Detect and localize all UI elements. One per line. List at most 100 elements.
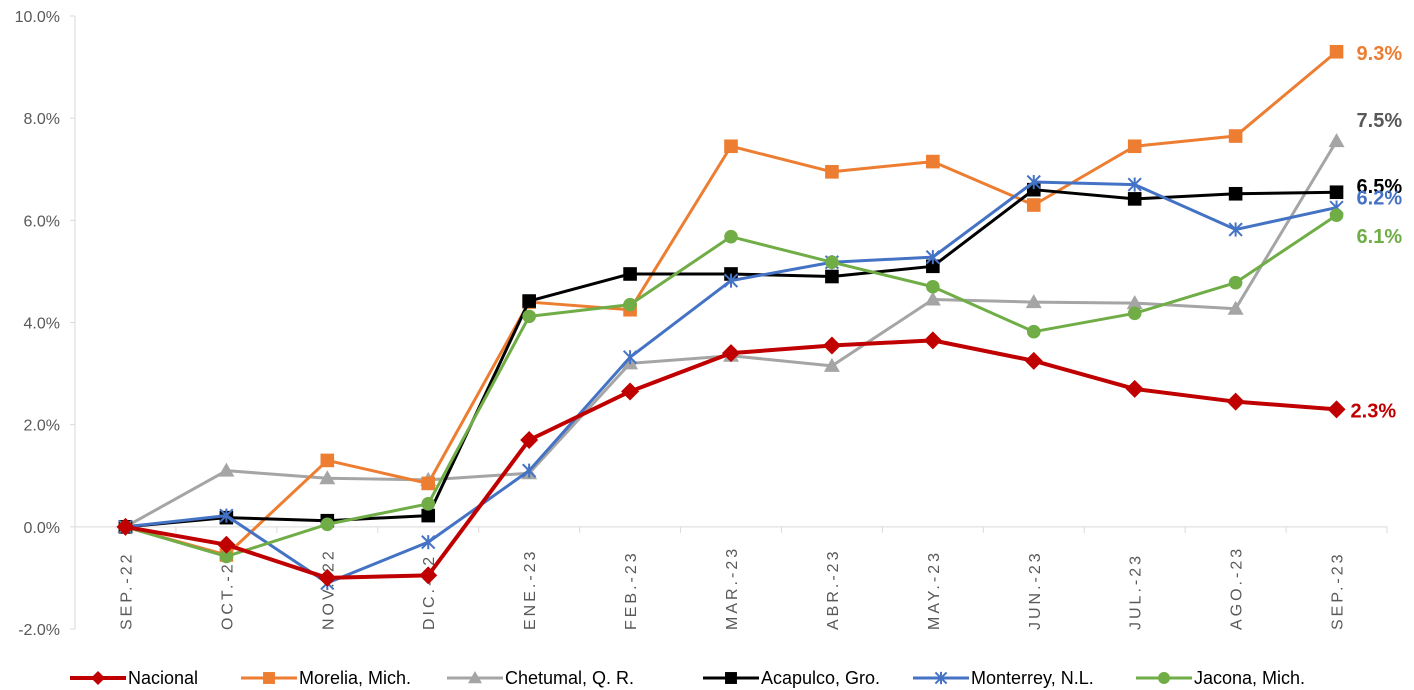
x-tick-label: JUL.-23 [1128,553,1145,630]
diamond-marker [1327,400,1346,419]
diamond-marker [520,430,539,449]
square-marker [522,294,536,308]
diamond-marker [1125,379,1144,398]
x-tick-label: AGO.-23 [1229,546,1246,630]
star-marker [934,671,948,685]
circle-marker [421,497,436,511]
x-tick-label: OCT.-22 [219,549,236,630]
x-tick-label: ABR.-23 [825,549,842,630]
circle-marker [1127,306,1142,321]
triangle-marker [1227,300,1244,315]
star-marker [219,508,234,523]
triangle-marker [1328,133,1345,148]
square-marker [421,476,436,491]
legend-item: Jacona, Mich. [1136,668,1305,688]
x-tick-label: JUN.-23 [1027,550,1044,630]
legend-label: Jacona, Mich. [1194,668,1305,688]
star-marker [622,350,638,365]
legend-label: Chetumal, Q. R. [505,668,634,688]
end-labels: 2.3% 9.3% 7.5% 6.5%6.2% 6.1% [1351,43,1403,423]
end-label: 9.3% [1357,43,1403,65]
diamond-marker [1226,392,1245,411]
triangle-marker [823,357,840,372]
square-marker [421,508,436,523]
series-nacional [116,331,1346,587]
y-tick-label: 10.0% [15,9,60,26]
square-marker [623,267,637,281]
triangle-marker [924,291,941,306]
circle-marker [926,279,940,294]
square-marker [1329,185,1344,200]
series-morelia-mich [118,44,1344,562]
square-marker [1228,129,1243,143]
series-line [125,213,1338,558]
x-tick-label: SEP.-23 [1330,551,1347,630]
circle-marker [825,255,839,270]
axes: -2.0% 0.0% 2.0% 4.0% 6.0% 8.0% 10.0% SEP.-22 OCT… [15,9,1388,639]
square-marker [1329,44,1344,59]
star-marker [1026,174,1041,190]
star-marker [925,250,940,265]
triangle-marker [1126,295,1143,310]
star-marker [522,463,537,478]
circle-marker [522,309,536,324]
y-tick-label: 6.0% [24,213,60,230]
x-tick-label: NOV.-22 [320,548,337,630]
legend-item: Chetumal, Q. R. [447,668,634,688]
square-marker [1127,139,1142,154]
y-tick-label: -2.0% [18,622,60,639]
series-chetumal-q-r [117,133,1345,533]
end-label: 6.1% [1357,226,1403,248]
square-marker [1127,192,1142,206]
triangle-marker [468,671,482,684]
square-marker [1228,186,1243,201]
triangle-marker [218,462,235,477]
series-line [125,338,1337,580]
x-tick-label: ENE.-23 [522,549,539,630]
y-tick-label: 4.0% [24,316,60,333]
diamond-marker [91,671,105,685]
x-tick-label: MAR.-23 [724,546,741,630]
end-label: 7.5% [1357,110,1403,132]
square-marker [926,259,940,274]
legend-label: Acapulco, Gro. [761,668,880,688]
x-tick-label: FEB.-23 [623,550,640,630]
end-label: 6.5% [1357,176,1403,198]
star-marker [1127,177,1142,192]
legend-label: Monterrey, N.L. [971,668,1094,688]
end-label: 2.3% [1351,400,1397,422]
circle-marker [623,297,637,312]
legend-label: Nacional [128,668,198,688]
diamond-marker [722,344,740,363]
series-jacona-mich [118,208,1344,564]
square-marker [825,165,839,179]
diamond-marker [621,382,640,401]
x-tick-label: MAY.-23 [926,550,943,630]
triangle-marker [1025,294,1042,309]
circle-marker [1158,672,1170,684]
diamond-marker [217,535,236,554]
circle-marker [320,517,335,532]
series-lines [116,44,1346,591]
circle-marker [219,549,234,564]
square-marker [725,672,737,684]
square-marker [1026,198,1041,212]
circle-marker [1026,324,1041,339]
legend-item: Acapulco, Gro. [703,668,880,688]
circle-marker [1329,208,1344,223]
y-tick-label: 0.0% [24,520,60,537]
triangle-marker [319,470,336,485]
y-tick-label: 8.0% [24,111,60,128]
legend: Nacional Morelia, Mich. Chetumal, Q. R. Aca… [70,668,1305,688]
star-marker [723,273,739,288]
diamond-marker [116,517,135,536]
diamond-marker [419,566,438,585]
end-label: 6.2% [1357,188,1403,210]
square-marker [825,269,839,284]
legend-label: Morelia, Mich. [299,668,411,688]
circle-marker [724,229,738,244]
circle-marker [1228,275,1243,290]
y-tick-label: 2.0% [24,418,60,435]
